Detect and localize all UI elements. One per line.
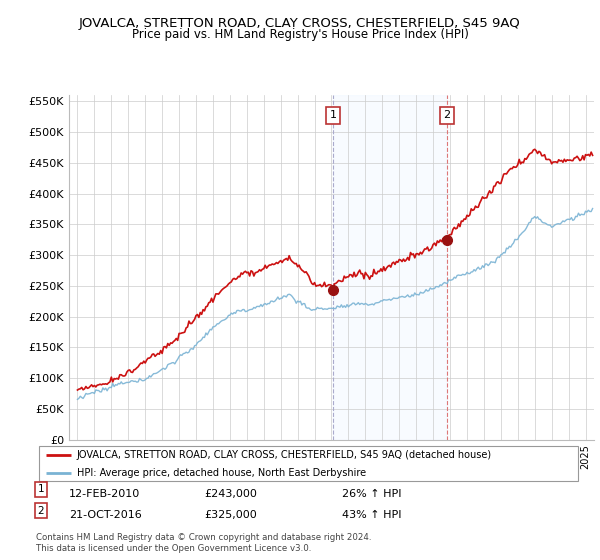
Text: Price paid vs. HM Land Registry's House Price Index (HPI): Price paid vs. HM Land Registry's House …: [131, 28, 469, 41]
Text: 1: 1: [37, 484, 44, 494]
Text: 26% ↑ HPI: 26% ↑ HPI: [342, 489, 401, 499]
Text: 2: 2: [443, 110, 450, 120]
FancyBboxPatch shape: [39, 446, 578, 481]
Text: 2: 2: [37, 506, 44, 516]
Text: £325,000: £325,000: [204, 510, 257, 520]
Text: JOVALCA, STRETTON ROAD, CLAY CROSS, CHESTERFIELD, S45 9AQ: JOVALCA, STRETTON ROAD, CLAY CROSS, CHES…: [79, 17, 521, 30]
Text: 1: 1: [329, 110, 337, 120]
Text: JOVALCA, STRETTON ROAD, CLAY CROSS, CHESTERFIELD, S45 9AQ (detached house): JOVALCA, STRETTON ROAD, CLAY CROSS, CHES…: [77, 450, 492, 460]
Bar: [333, 95, 446, 440]
Text: 12-FEB-2010: 12-FEB-2010: [69, 489, 140, 499]
Text: HPI: Average price, detached house, North East Derbyshire: HPI: Average price, detached house, Nort…: [77, 468, 366, 478]
Text: 21-OCT-2016: 21-OCT-2016: [69, 510, 142, 520]
Text: 43% ↑ HPI: 43% ↑ HPI: [342, 510, 401, 520]
Text: Contains HM Land Registry data © Crown copyright and database right 2024.
This d: Contains HM Land Registry data © Crown c…: [36, 533, 371, 553]
Text: £243,000: £243,000: [204, 489, 257, 499]
